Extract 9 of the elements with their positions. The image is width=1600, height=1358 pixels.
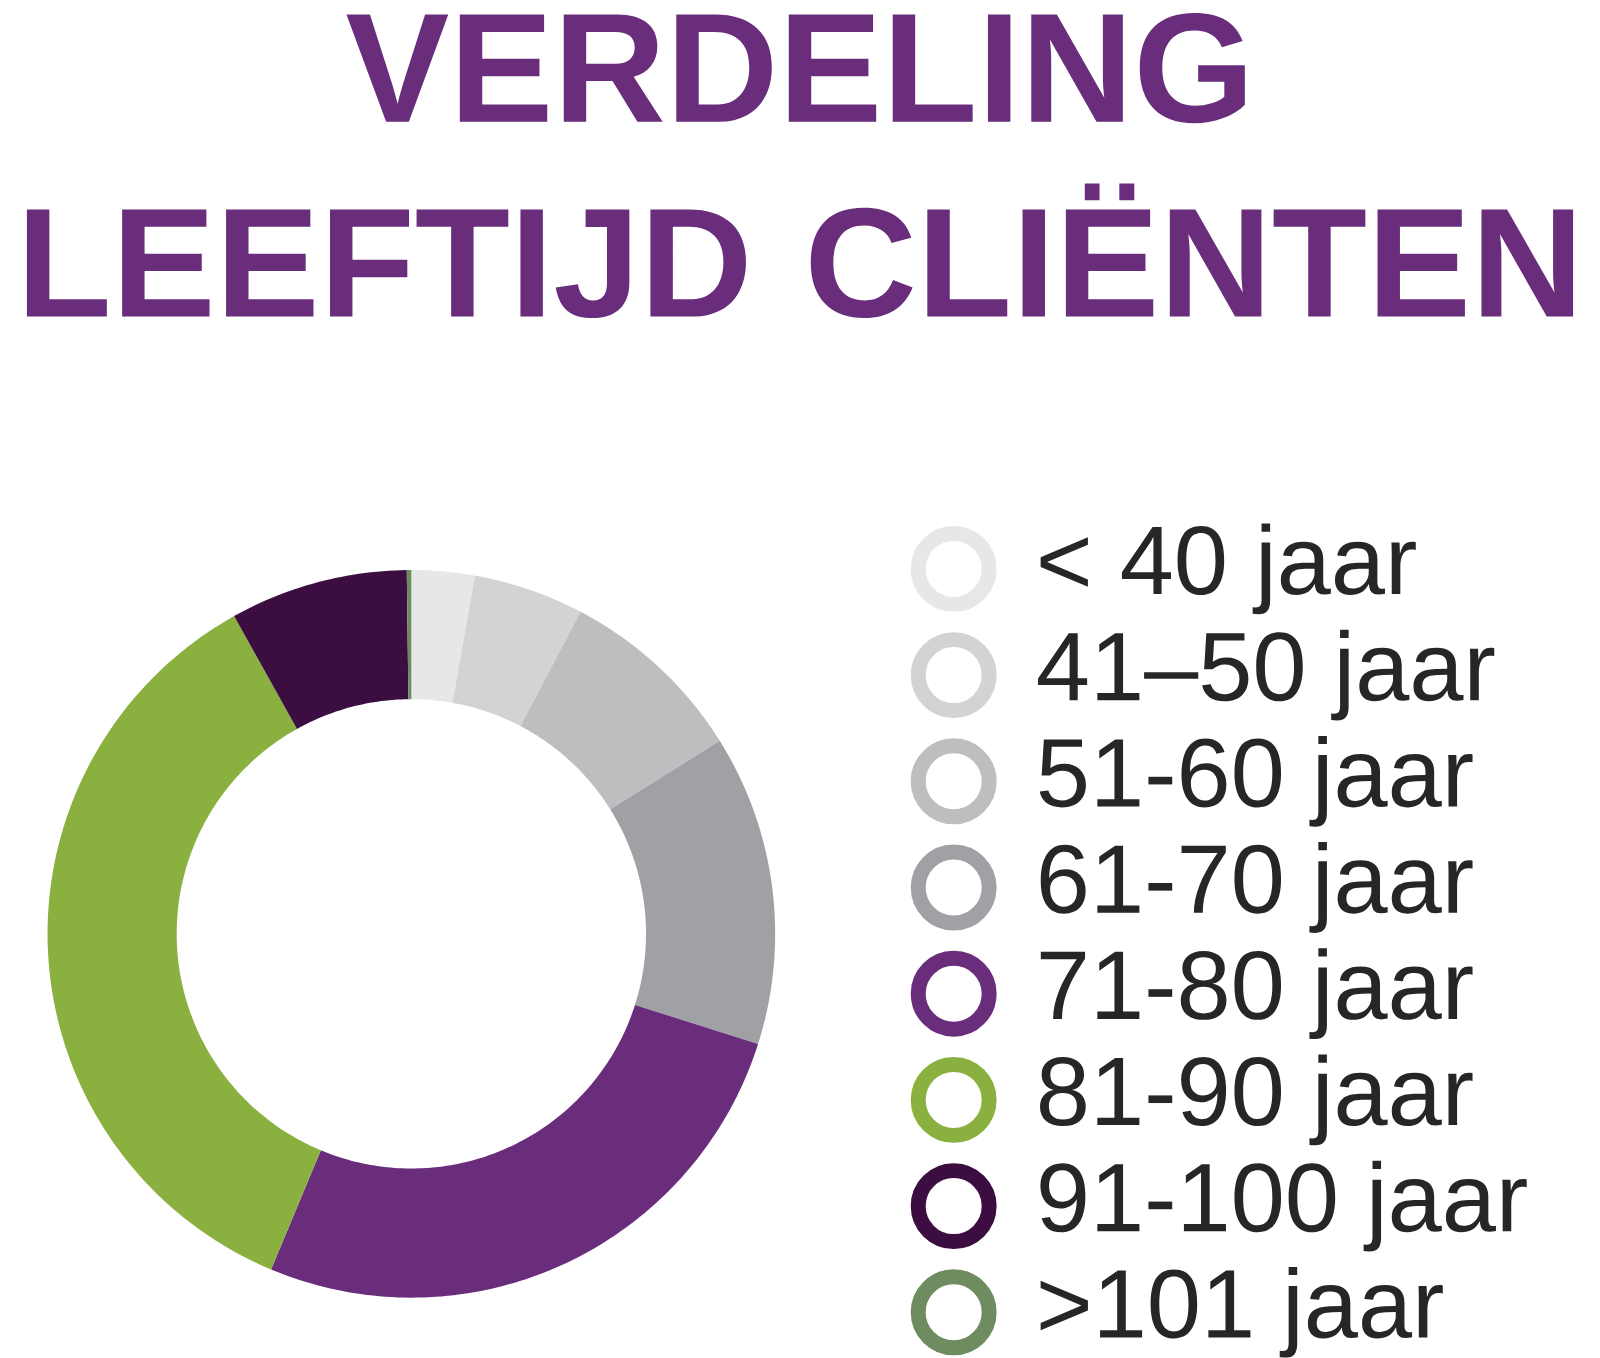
- legend-label: < 40 jaar: [1040, 523, 1416, 615]
- legend-label: 51-60 jaar: [1039, 736, 1473, 827]
- legend-label: 81-90 jaar: [1040, 1054, 1473, 1146]
- legend-label: 71-80 jaar: [1040, 948, 1473, 1040]
- legend-label: 91-100 jaar: [1040, 1160, 1527, 1252]
- legend-label: 41–50 jaar: [1038, 629, 1495, 721]
- legend-label: >101 jaar: [1040, 1267, 1443, 1358]
- chart-title: VERDELING LEEFTIJD CLIËNTEN: [26, 13, 1574, 319]
- legend-label: 61-70 jaar: [1040, 842, 1473, 934]
